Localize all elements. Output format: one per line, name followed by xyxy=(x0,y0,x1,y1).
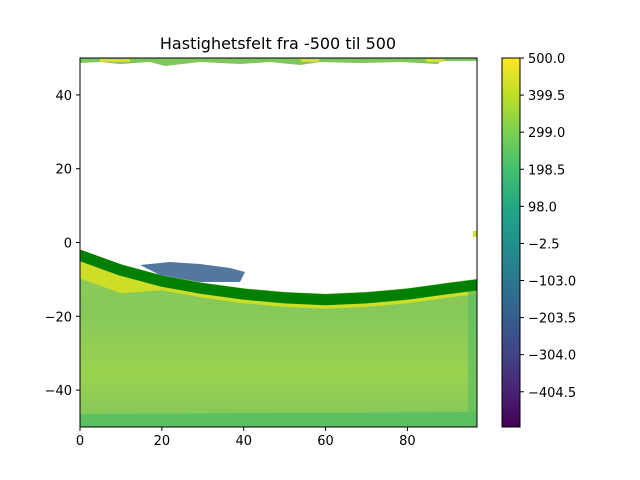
colorbar-tick-label: −304.0 xyxy=(528,349,576,364)
x-tick-label: 40 xyxy=(235,434,252,449)
y-tick-label: 40 xyxy=(55,89,72,104)
y-tick-label: −40 xyxy=(45,384,72,399)
colorbar: 500.0 399.5 299.0 198.5 98.0 −2.5 −103.0 −203.5… xyxy=(501,52,576,428)
low-velocity-patch xyxy=(140,262,245,282)
colorbar-tick-label: −404.5 xyxy=(528,386,576,401)
x-tick-label: 80 xyxy=(399,434,416,449)
colorbar-tick-label: −103.0 xyxy=(528,275,576,290)
colorbar-tick-label: 299.0 xyxy=(528,126,565,141)
heatmap-plot-area xyxy=(80,58,477,427)
y-tick-label: −20 xyxy=(45,310,72,325)
colorbar-frame xyxy=(501,57,521,428)
top-edge-band xyxy=(80,58,477,66)
colorbar-ticks: 500.0 399.5 299.0 198.5 98.0 −2.5 −103.0 −203.5… xyxy=(520,52,576,401)
y-axis: 40 20 0 −20 −40 xyxy=(45,89,80,399)
x-tick-label: 20 xyxy=(154,434,171,449)
colorbar-tick-label: 198.5 xyxy=(528,163,565,178)
chart-title: Hastighetsfelt fra -500 til 500 xyxy=(160,34,396,53)
x-tick-label: 60 xyxy=(317,434,334,449)
colorbar-tick-label: 399.5 xyxy=(528,89,565,104)
colorbar-tick-label: −2.5 xyxy=(528,237,560,252)
bottom-edge-band xyxy=(80,412,477,427)
colorbar-tick-label: −203.5 xyxy=(528,312,576,327)
boundary-curve xyxy=(80,249,477,306)
colorbar-tick-label: 98.0 xyxy=(528,200,557,215)
colorbar-gradient xyxy=(502,58,520,427)
right-edge-band xyxy=(468,285,477,427)
x-tick-label: 0 xyxy=(76,434,84,449)
colorbar-tick-label: 500.0 xyxy=(528,52,565,67)
edge-speck xyxy=(473,231,477,237)
y-tick-label: 0 xyxy=(64,237,72,252)
x-axis: 0 20 40 60 80 xyxy=(76,427,416,449)
y-tick-label: 20 xyxy=(55,163,72,178)
